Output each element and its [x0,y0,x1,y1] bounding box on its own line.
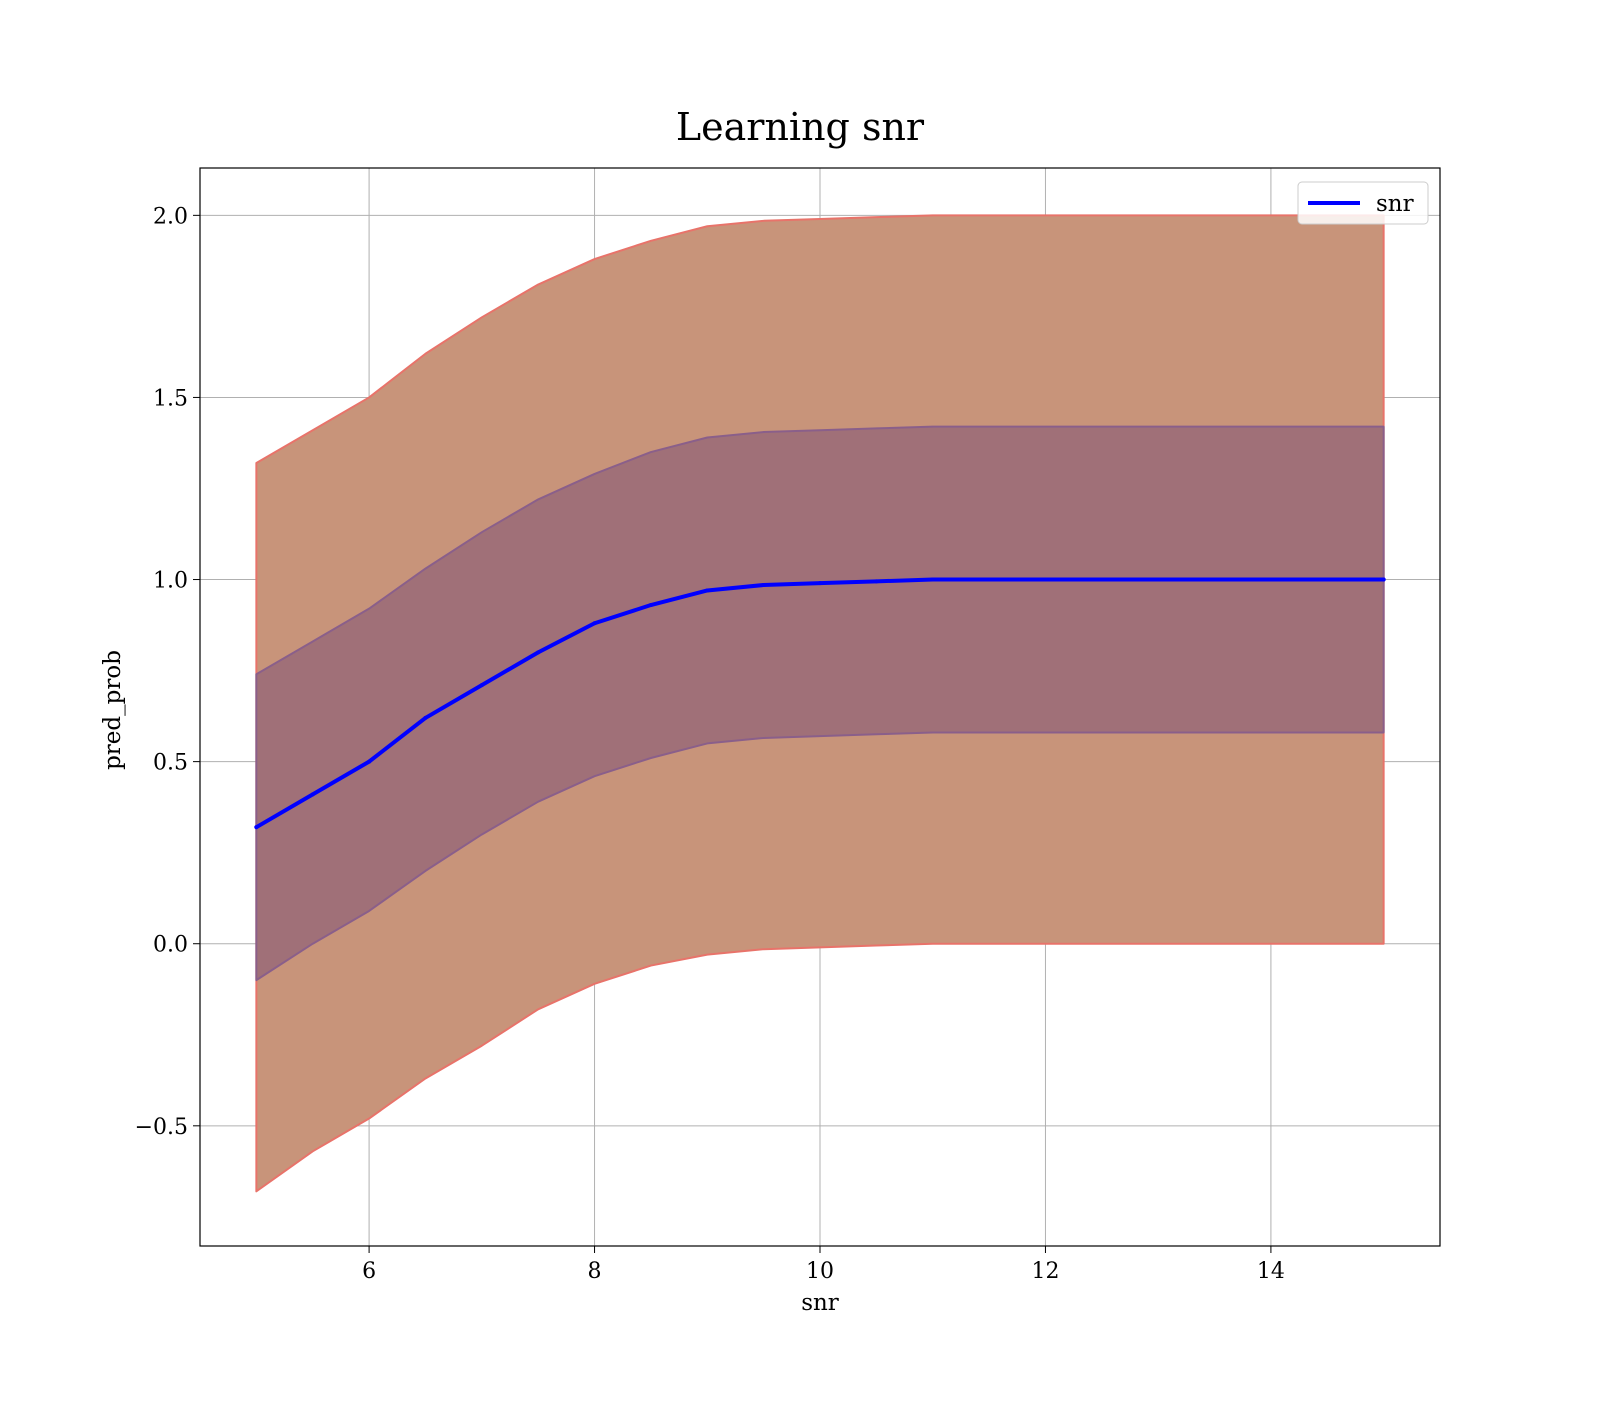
legend-label: snr [1376,191,1414,217]
plot-area: 6 8 10 12 14 −0.5 0.0 0.5 1.0 1.5 2.0 snr [135,167,1441,1284]
band-inner [255,425,1385,982]
x-tick-label-1: 8 [588,1259,602,1284]
series-point-0-11 [874,579,879,584]
series-point-0-15 [1268,577,1273,582]
series-point-0-2 [367,759,372,764]
y-tick-label-5: 2.0 [153,204,188,229]
x-tick-label-2: 10 [806,1259,834,1284]
series-point-0-6 [592,621,597,626]
y-axis-title: pred_prob [100,650,126,770]
series-point-0-0 [254,825,259,830]
y-tick-label-0: −0.5 [135,1115,188,1140]
series-point-0-8 [705,588,710,593]
series-point-0-3 [423,715,428,720]
series-point-0-16 [1381,577,1386,582]
series-point-0-12 [930,577,935,582]
series-point-0-7 [648,603,653,608]
x-axis-title: snr [801,1290,839,1316]
chart-title: Learning snr [676,105,925,149]
series-point-0-10 [818,581,822,586]
y-tick-label-1: 0.0 [153,933,188,958]
legend-box [1297,181,1429,225]
x-tick-label-0: 6 [362,1259,376,1284]
y-tick-label-3: 1.0 [153,569,188,594]
series-point-0-1 [310,792,315,797]
y-tick-label-2: 0.5 [153,751,188,776]
y-tick-label-4: 1.5 [153,386,188,411]
x-tick-label-3: 12 [1031,1259,1059,1284]
series-point-0-5 [536,650,541,655]
x-tick-label-4: 14 [1257,1259,1285,1284]
series-point-0-14 [1156,577,1161,582]
series-point-0-13 [1043,577,1048,582]
series-point-0-4 [479,683,484,688]
series-point-0-9 [761,582,766,587]
